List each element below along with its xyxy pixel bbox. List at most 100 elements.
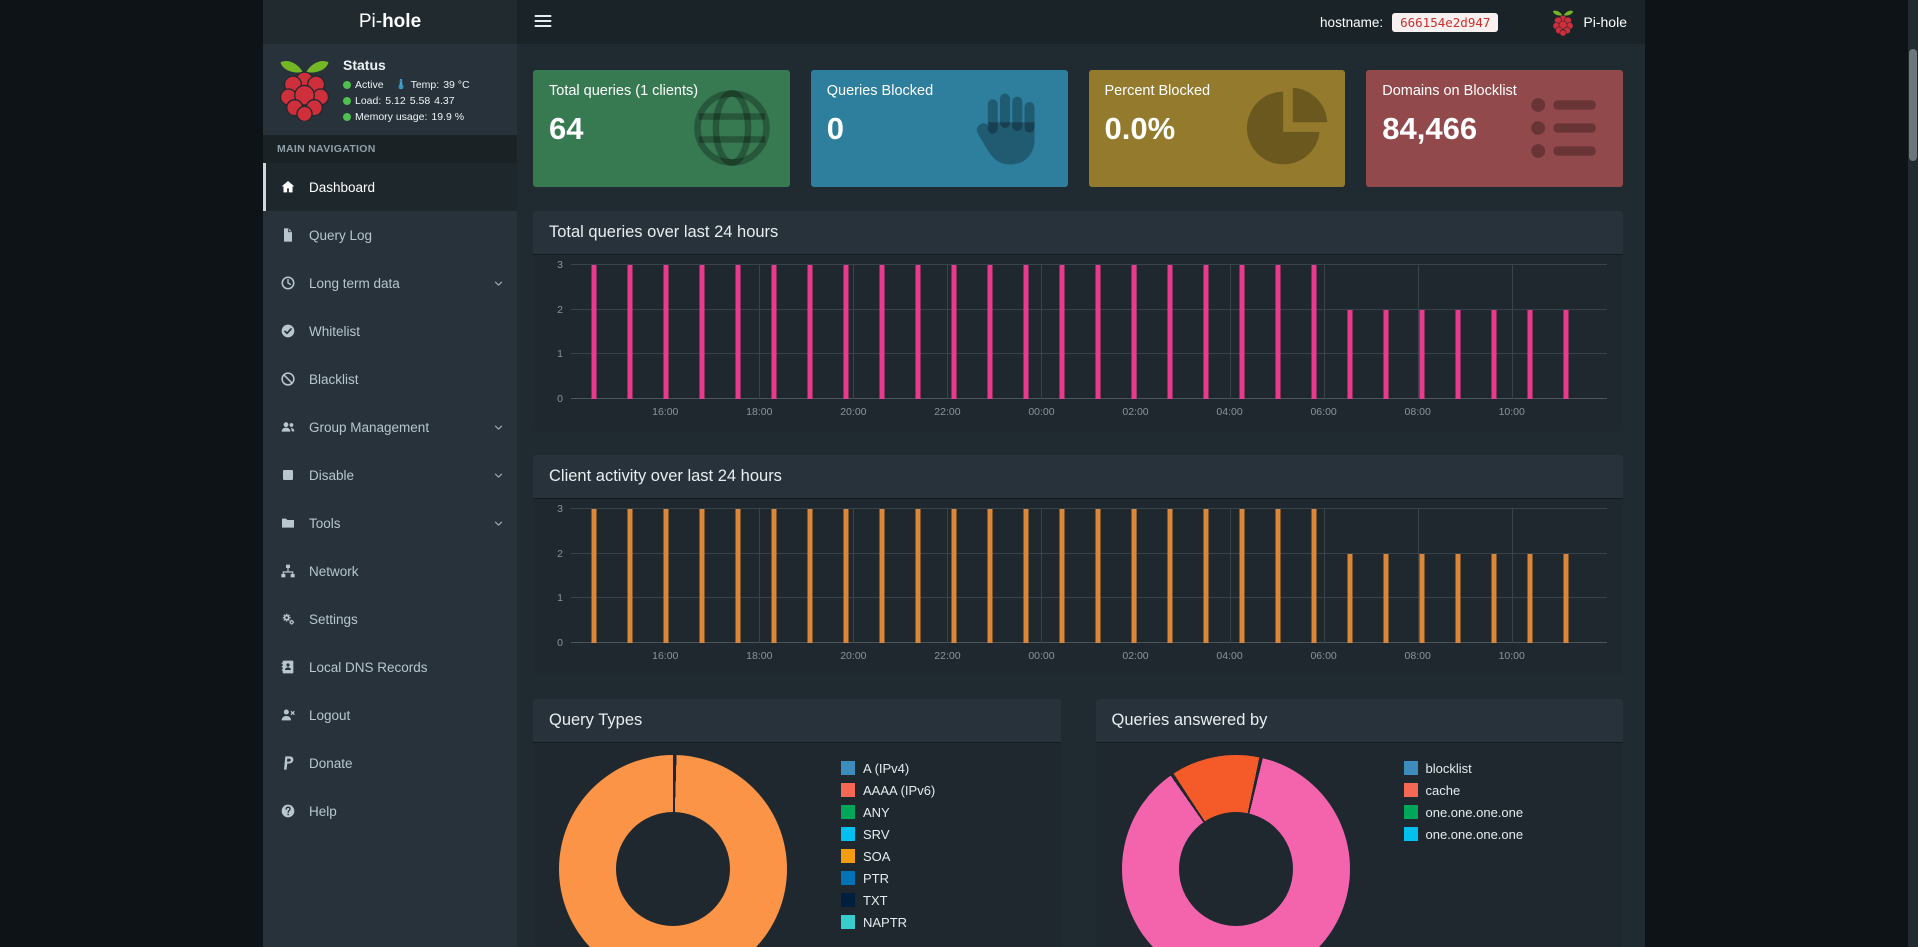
sidebar-item-label: Local DNS Records bbox=[309, 659, 428, 675]
app-logo[interactable]: Pi-hole bbox=[263, 0, 517, 44]
folder-icon bbox=[279, 515, 297, 531]
total-queries-chart[interactable]: 0 1 2 3 16:00 18:00 20:00 22:00 00:00 02:00 04:00… bbox=[533, 255, 1623, 431]
bar bbox=[1563, 309, 1569, 399]
sidebar-item-dashboard[interactable]: Dashboard bbox=[263, 163, 517, 211]
sidebar-item-query-log[interactable]: Query Log bbox=[263, 211, 517, 259]
y-tick-label: 1 bbox=[557, 348, 563, 361]
legend-item-aaaa-ipv6[interactable]: AAAA (IPv6) bbox=[841, 779, 935, 801]
legend-item-soa[interactable]: SOA bbox=[841, 845, 935, 867]
bar bbox=[771, 265, 777, 399]
legend-item-ptr[interactable]: PTR bbox=[841, 867, 935, 889]
scrollbar[interactable] bbox=[1908, 0, 1918, 947]
legend-item-a-ipv4[interactable]: A (IPv4) bbox=[841, 757, 935, 779]
logo-text-bold: hole bbox=[382, 11, 422, 32]
pihole-window: Pi-hole hostname: 666154e2d947 Pi-hole bbox=[263, 0, 1645, 947]
sidebar-item-long-term-data[interactable]: Long term data bbox=[263, 259, 517, 307]
bar bbox=[699, 509, 705, 643]
sidebar-item-local-dns-records[interactable]: Local DNS Records bbox=[263, 643, 517, 691]
legend-label: one.one.one.one bbox=[1425, 826, 1524, 842]
users-icon bbox=[279, 419, 297, 435]
x-tick-label: 10:00 bbox=[1498, 650, 1525, 662]
legend-item-txt[interactable]: TXT bbox=[841, 889, 935, 911]
navbar-right: hostname: 666154e2d947 Pi-hole bbox=[1320, 9, 1627, 36]
bar bbox=[987, 509, 993, 643]
main-content: Total queries (1 clients) 64 Queries Block… bbox=[517, 44, 1645, 947]
gridline bbox=[571, 597, 1607, 599]
memory-value: 19.9 % bbox=[431, 111, 465, 123]
sidebar-item-label: Donate bbox=[309, 755, 353, 771]
gridline bbox=[853, 265, 855, 399]
bar bbox=[1455, 309, 1461, 399]
scrollbar-thumb[interactable] bbox=[1909, 49, 1917, 161]
legend-item-srv[interactable]: SRV bbox=[841, 823, 935, 845]
sidebar-item-help[interactable]: Help bbox=[263, 787, 517, 835]
x-tick-label: 04:00 bbox=[1216, 650, 1243, 662]
y-tick-label: 2 bbox=[557, 547, 563, 560]
sidebar-item-group-management[interactable]: Group Management bbox=[263, 403, 517, 451]
legend-swatch bbox=[841, 915, 855, 929]
bar bbox=[1527, 553, 1533, 643]
legend-item-one-one-one-one[interactable]: one.one.one.one bbox=[1403, 823, 1524, 845]
legend-item-blocklist[interactable]: blocklist bbox=[1403, 757, 1524, 779]
bar bbox=[915, 509, 921, 643]
bar bbox=[879, 265, 885, 399]
y-tick-label: 2 bbox=[557, 303, 563, 316]
legend-label: AAAA (IPv6) bbox=[863, 782, 936, 798]
status-active-line: Active Temp: 39 °C bbox=[343, 78, 470, 91]
legend-item-naptr[interactable]: NAPTR bbox=[841, 911, 935, 933]
x-tick-label: 20:00 bbox=[840, 650, 867, 662]
gridline bbox=[571, 353, 1607, 355]
legend-item-any[interactable]: ANY bbox=[841, 801, 935, 823]
legend-label: TXT bbox=[863, 892, 888, 908]
sidebar-item-network[interactable]: Network bbox=[263, 547, 517, 595]
legend-item-cache[interactable]: cache bbox=[1403, 779, 1524, 801]
panel-query-types: Query Types A (IPv4) AAAA (IPv6) ANY SRV SOA… bbox=[533, 699, 1061, 947]
query-types-donut[interactable] bbox=[559, 755, 787, 947]
bar bbox=[1167, 509, 1173, 643]
sidebar-item-whitelist[interactable]: Whitelist bbox=[263, 307, 517, 355]
gridline bbox=[759, 509, 761, 643]
x-tick-label: 18:00 bbox=[746, 406, 773, 418]
gridline bbox=[1323, 265, 1325, 399]
x-tick-label: 02:00 bbox=[1122, 406, 1149, 418]
bar bbox=[1167, 265, 1173, 399]
hostname-label: hostname: bbox=[1320, 14, 1384, 30]
sidebar-item-settings[interactable]: Settings bbox=[263, 595, 517, 643]
bar bbox=[1455, 553, 1461, 643]
sidebar-item-tools[interactable]: Tools bbox=[263, 499, 517, 547]
status-dot bbox=[343, 97, 351, 105]
client-activity-chart[interactable]: 0 1 2 3 16:00 18:00 20:00 22:00 00:00 02:00 04:00… bbox=[533, 499, 1623, 675]
sidebar-toggle[interactable] bbox=[533, 11, 555, 33]
gridline bbox=[571, 642, 1607, 643]
load-value-5: 5.58 bbox=[409, 95, 431, 107]
status-title: Status bbox=[343, 57, 386, 73]
logo-text: Pi- bbox=[358, 11, 383, 32]
queries-answered-by-donut[interactable] bbox=[1121, 755, 1350, 947]
bar bbox=[627, 509, 633, 643]
sidebar-item-logout[interactable]: Logout bbox=[263, 691, 517, 739]
sidebar-item-label: Settings bbox=[309, 611, 358, 627]
pihole-logo bbox=[276, 57, 333, 121]
x-tick-label: 10:00 bbox=[1498, 406, 1525, 418]
bar bbox=[591, 265, 597, 399]
y-tick-label: 3 bbox=[557, 503, 563, 515]
bar bbox=[1383, 553, 1389, 643]
query-types-chart: A (IPv4) AAAA (IPv6) ANY SRV SOA PTR TXT NAPTR bbox=[533, 743, 1061, 947]
sidebar-item-donate[interactable]: Donate bbox=[263, 739, 517, 787]
legend-item-one-one-one-one[interactable]: one.one.one.one bbox=[1403, 801, 1523, 823]
sidebar-item-label: Query Log bbox=[309, 227, 373, 243]
x-tick-label: 22:00 bbox=[934, 406, 961, 418]
status-memory-line: Memory usage: 19.9 % bbox=[343, 111, 470, 123]
bar bbox=[1563, 553, 1569, 643]
memory-label: Memory usage: bbox=[355, 111, 428, 123]
sidebar-item-label: Logout bbox=[309, 707, 351, 723]
nav-section-label: MAIN NAVIGATION bbox=[263, 135, 517, 163]
status-dot bbox=[343, 80, 351, 89]
legend-swatch bbox=[841, 783, 855, 797]
chart-plot bbox=[571, 264, 1607, 399]
sidebar-item-blacklist[interactable]: Blacklist bbox=[263, 355, 517, 403]
gridline bbox=[1229, 265, 1231, 399]
gridline bbox=[1041, 265, 1043, 399]
sidebar-item-disable[interactable]: Disable bbox=[263, 451, 517, 499]
y-tick-label: 3 bbox=[557, 259, 563, 271]
